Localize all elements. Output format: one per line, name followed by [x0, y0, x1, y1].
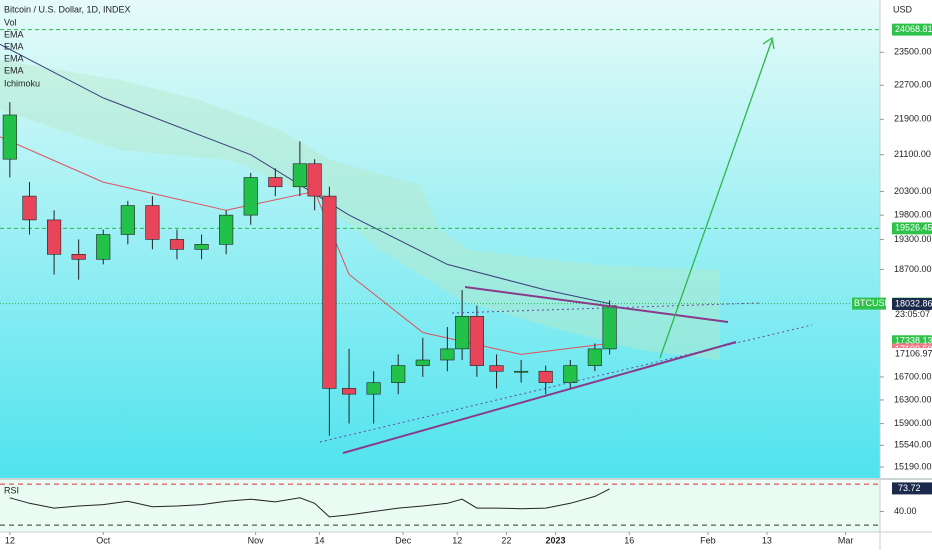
candle-body	[307, 163, 322, 197]
plot-area	[0, 29, 880, 436]
rsi-last-bg	[892, 482, 932, 495]
y-tick-label: 15540.00	[894, 440, 932, 450]
rsi-background	[0, 480, 880, 532]
y-tick-label: 18700.00	[894, 264, 932, 274]
symbol-bg	[852, 297, 886, 310]
candle-body	[194, 244, 209, 250]
candle-body	[489, 365, 504, 372]
price-label: 17338.13	[895, 336, 932, 346]
candle-body	[341, 388, 357, 395]
y-tick-label: 21900.00	[894, 114, 932, 124]
legend-item: EMA	[4, 41, 24, 51]
candle-body	[440, 348, 455, 361]
candle-body	[366, 382, 381, 395]
y-tick-label: 15190.00	[894, 461, 932, 471]
rsi-last-label: 73.72	[898, 483, 921, 493]
legend-item: EMA	[4, 65, 24, 75]
candle-body	[2, 114, 17, 160]
rsi-title: RSI	[4, 485, 19, 495]
candle-body	[538, 370, 553, 383]
legend-item: EMA	[4, 29, 24, 39]
candle-body	[47, 219, 62, 255]
ichimoku-cloud	[0, 60, 720, 360]
price-label: 18032.86	[895, 298, 932, 308]
chart-title: Bitcoin / U.S. Dollar, 1D, INDEX	[4, 4, 131, 14]
price-label: 24068.81	[895, 24, 932, 34]
candle-body	[322, 195, 337, 389]
y-tick-label: 22700.00	[894, 80, 932, 90]
x-tick-label: 14	[315, 535, 325, 545]
price-label: 17106.97	[895, 348, 932, 358]
legend-item: Ichimoku	[4, 78, 40, 88]
y-tick-label: 23500.00	[894, 47, 932, 57]
legend: Bitcoin / U.S. Dollar, 1D, INDEX Vol EMA…	[4, 4, 131, 495]
price-label-bg	[892, 348, 932, 361]
candle-body	[71, 254, 86, 260]
y-tick-label: 20300.00	[894, 186, 932, 196]
y-tick-label: 19300.00	[894, 234, 932, 244]
x-tick-label: 13	[762, 535, 772, 545]
price-label-bg	[892, 23, 932, 36]
price-label-bg	[892, 297, 932, 310]
candle-body	[96, 234, 111, 260]
candle-body	[219, 214, 234, 245]
candle-body	[169, 239, 185, 250]
price-label-bg	[892, 222, 932, 235]
candle-body	[602, 305, 617, 350]
trendline-support	[342, 341, 737, 454]
x-tick-label: 22	[501, 535, 511, 545]
rsi-line	[9, 488, 610, 518]
projection-arrow	[659, 39, 773, 359]
y-tick-label: 19800.00	[894, 209, 932, 219]
candle-body	[292, 163, 307, 188]
y-tick-label: 21100.00	[894, 149, 931, 159]
x-tick-label: Feb	[700, 535, 716, 545]
x-tick-label: 12	[452, 535, 462, 545]
x-tick-label: Dec	[395, 535, 412, 545]
y-tick-label: 16700.00	[894, 371, 932, 381]
x-tick-label: Mar	[838, 535, 854, 545]
dotted-trendline	[451, 302, 761, 314]
candle-body	[514, 370, 529, 373]
x-tick-label: 16	[624, 535, 634, 545]
x-tick-label: 12	[5, 535, 15, 545]
legend-item: EMA	[4, 53, 24, 63]
dotted-trendline	[319, 324, 813, 443]
candle-body	[391, 365, 406, 383]
symbol-label: BTCUSD	[854, 298, 892, 308]
candle-body	[415, 359, 430, 366]
x-tick-label: 2023	[546, 535, 566, 545]
candle-body	[243, 177, 258, 216]
currency-label: USD	[893, 4, 913, 14]
legend-item: Vol	[4, 17, 17, 27]
candle-body	[587, 348, 602, 366]
y-tick-label: 15900.00	[894, 418, 932, 428]
x-tick-label: Oct	[96, 535, 111, 545]
trendline-resistance	[464, 286, 729, 323]
candle-body	[22, 195, 37, 221]
countdown: 23:05:07	[895, 309, 930, 319]
ema-line	[0, 43, 610, 305]
candle-body	[120, 205, 135, 235]
price-label: 19526.45	[895, 223, 932, 233]
candle-body	[455, 316, 470, 350]
candle-body	[268, 177, 283, 188]
arrow-head	[762, 36, 775, 50]
candle-body	[145, 205, 160, 240]
x-tick-label: Nov	[248, 535, 265, 545]
candle-body	[469, 316, 484, 366]
candle-body	[563, 365, 578, 383]
rsi-tick-label: 40.00	[894, 506, 917, 516]
y-tick-label: 16300.00	[894, 394, 932, 404]
